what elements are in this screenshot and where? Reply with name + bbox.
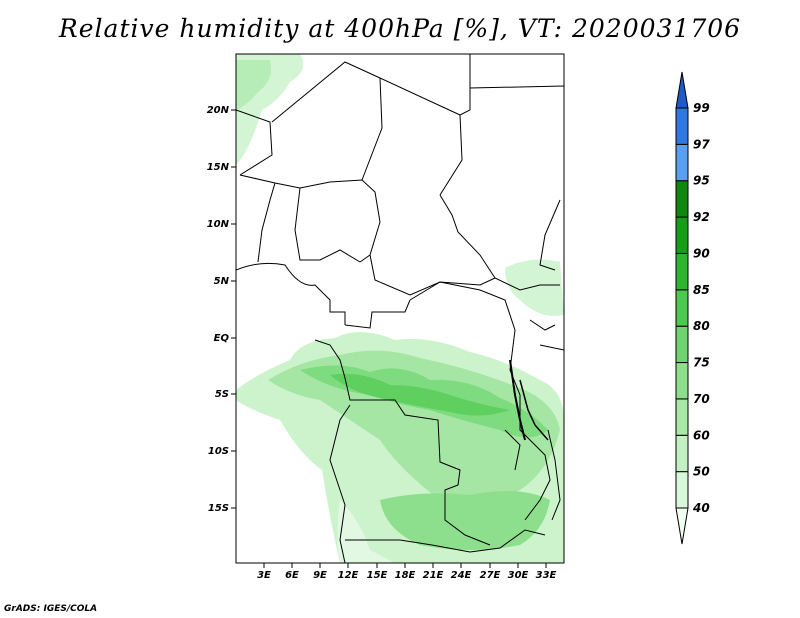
border-coastal-west <box>257 182 276 263</box>
colorbar-label: 85 <box>693 283 710 297</box>
lon-label: 33E <box>536 570 557 581</box>
colorbar-segment <box>675 362 689 400</box>
colorbar-lower-triangle <box>675 507 689 545</box>
humidity-patch-northeast <box>505 259 564 316</box>
lat-label: 10N <box>207 219 230 230</box>
longitude-labels: 3E 6E 9E 12E 15E 18E 21E 24E 27E 30E 33E <box>257 570 556 581</box>
lon-label: 12E <box>338 570 359 581</box>
border-gabon-congo <box>344 299 411 329</box>
grads-credit: GrADS: IGES/COLA <box>4 604 98 614</box>
colorbar-label: 97 <box>693 137 710 151</box>
border-lake-tanganyika <box>504 429 521 471</box>
colorbar-segment <box>675 289 689 327</box>
lon-label: 30E <box>508 570 529 581</box>
colorbar-label: 92 <box>693 210 710 224</box>
colorbar-label: 75 <box>693 356 710 370</box>
lon-label: 21E <box>423 570 444 581</box>
map-frame <box>235 53 565 564</box>
colorbar-segment <box>675 434 689 473</box>
border-angola-drc <box>314 339 491 546</box>
lon-label: 15E <box>367 570 388 581</box>
humidity-patch-northwest-core <box>236 60 272 110</box>
colorbar-segment <box>675 398 689 436</box>
border-angola-coast <box>329 404 351 563</box>
border-egypt <box>459 54 471 116</box>
lat-label: 5N <box>214 276 230 287</box>
colorbar-label: 90 <box>693 246 710 260</box>
colorbar-label: 99 <box>693 101 710 115</box>
colorbar: 40 50 60 70 75 80 85 90 92 95 97 99 <box>675 71 710 545</box>
latitude-labels: 20N 15N 10N 5N EQ 5S 10S 15S <box>207 105 230 514</box>
lon-label: 6E <box>285 570 299 581</box>
axis-ticks <box>231 109 547 568</box>
border-rift-lakes <box>509 359 526 441</box>
border-botswana <box>431 529 546 553</box>
border-egypt-sudan <box>469 85 564 89</box>
border-mauritania <box>236 109 273 176</box>
lon-label: 27E <box>480 570 501 581</box>
colorbar-label: 40 <box>692 501 710 515</box>
lat-label: 5S <box>215 389 229 400</box>
border-niger-chad <box>239 174 381 263</box>
lat-label: 15N <box>207 162 230 173</box>
border-car <box>369 254 496 296</box>
humidity-patch-core <box>330 373 510 416</box>
lon-label: 9E <box>313 570 327 581</box>
border-tanzania-zambia <box>509 369 551 521</box>
colorbar-label: 70 <box>693 392 710 406</box>
colorbar-segment <box>675 325 689 364</box>
colorbar-segment <box>675 143 689 182</box>
border-drc-north <box>409 281 516 371</box>
colorbar-segment <box>675 216 689 254</box>
border-ethiopia <box>539 199 561 271</box>
lat-label: 15S <box>208 503 229 514</box>
humidity-patch-southern <box>380 491 550 550</box>
colorbar-segment <box>675 180 689 218</box>
border-gulf-coast <box>236 262 346 325</box>
country-borders <box>236 54 564 563</box>
chart-title: Relative humidity at 400hPa [%], VT: 202… <box>58 14 742 43</box>
humidity-patch-southwest <box>337 500 395 563</box>
lon-label: 18E <box>395 570 416 581</box>
colorbar-label: 50 <box>693 465 710 479</box>
border-malawi-mozambique <box>547 429 561 521</box>
colorbar-segment <box>675 252 689 291</box>
border-kenya <box>539 344 564 351</box>
colorbar-upper-triangle <box>675 71 689 109</box>
colorbar-segment <box>675 107 689 145</box>
colorbar-label: 60 <box>693 428 710 442</box>
border-lake-malawi <box>519 379 549 441</box>
border-libya-niger <box>379 77 463 196</box>
lon-label: 24E <box>451 570 472 581</box>
lat-label: 10S <box>208 446 229 457</box>
lat-label: 20N <box>207 105 230 116</box>
colorbar-label: 95 <box>693 174 710 188</box>
border-uganda <box>529 319 556 331</box>
colorbar-label: 80 <box>693 319 710 333</box>
lat-label: EQ <box>214 333 230 344</box>
humidity-field <box>236 54 564 563</box>
lon-label: 3E <box>257 570 271 581</box>
colorbar-segment <box>675 471 689 509</box>
border-chad-sudan <box>439 194 560 291</box>
border-nigeria <box>294 187 361 263</box>
border-namibia <box>345 539 433 546</box>
